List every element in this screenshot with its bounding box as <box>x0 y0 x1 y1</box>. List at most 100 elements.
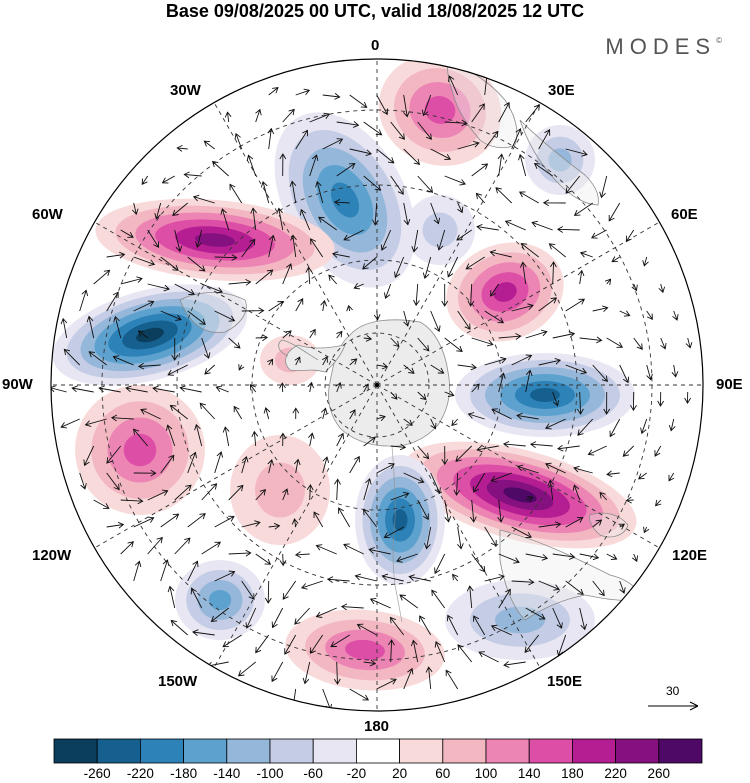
wind-arrow <box>457 644 473 663</box>
wind-arrow <box>498 553 520 564</box>
wind-arrow <box>214 310 236 322</box>
wind-arrow <box>498 588 511 609</box>
anomaly-contour-band <box>330 182 360 218</box>
wind-arrow <box>167 585 176 609</box>
wind-arrow <box>293 458 301 474</box>
copyright-mark: © <box>716 36 722 45</box>
wind-arrow <box>467 412 485 420</box>
colorbar-swatch <box>269 738 314 764</box>
wind-arrow <box>503 661 526 668</box>
wind-arrow <box>295 298 304 312</box>
wind-arrow <box>520 242 539 258</box>
wind-arrow <box>525 329 548 339</box>
wind-arrow <box>363 436 376 447</box>
wind-arrow <box>473 615 486 636</box>
wind-arrow <box>133 560 142 582</box>
wind-arrow <box>279 553 287 567</box>
wind-arrow <box>338 507 351 528</box>
wind-arrow <box>192 629 215 637</box>
colorbar-tick-label: -100 <box>256 766 284 781</box>
wind-arrow <box>106 521 125 529</box>
anomaly-contour-band <box>208 590 232 610</box>
wind-arrow <box>606 553 618 560</box>
wind-arrow <box>498 101 510 123</box>
colorbar-swatch <box>53 738 98 764</box>
wind-arrow <box>373 310 381 321</box>
wind-arrow <box>484 574 505 582</box>
lon-label-150e: 150E <box>547 673 583 690</box>
wind-arrow <box>672 310 679 321</box>
wind-arrow <box>203 140 215 150</box>
wind-arrow <box>390 443 407 451</box>
wind-arrow <box>305 266 313 285</box>
wind-arrow <box>183 171 202 179</box>
wind-arrow <box>106 291 119 312</box>
wind-arrow <box>268 522 281 530</box>
brand-text: MODES <box>605 34 717 59</box>
wind-arrow <box>489 249 512 258</box>
wind-arrow <box>467 283 475 307</box>
anomaly-contour-band <box>123 433 157 467</box>
wind-arrow <box>289 180 297 204</box>
map-border <box>50 58 704 712</box>
wind-arrow <box>452 573 459 582</box>
wind-arrow <box>84 418 107 427</box>
colorbar-swatch <box>572 738 617 764</box>
wind-arrow <box>110 414 134 422</box>
wind-arrow <box>222 634 242 648</box>
wind-arrow <box>267 127 275 150</box>
wind-arrow <box>591 229 607 239</box>
anomaly-contour-band <box>195 233 235 247</box>
wind-arrow <box>469 499 477 523</box>
lon-label-60e: 60E <box>671 206 698 223</box>
colorbar-tick-label: -60 <box>303 766 323 781</box>
wind-arrow <box>376 463 395 474</box>
wind-arrow <box>572 484 581 501</box>
colorbar-tick-label: -180 <box>170 766 198 781</box>
wind-arrow <box>538 297 558 312</box>
wind-arrow <box>525 104 541 123</box>
wind-arrow <box>592 519 603 528</box>
wind-arrow <box>362 256 377 270</box>
wind-arrow <box>214 451 224 474</box>
wind-arrow <box>215 385 229 393</box>
wind-arrow <box>484 130 499 150</box>
wind-arrow <box>187 451 197 474</box>
wind-arrow <box>484 356 507 366</box>
wind-arrow <box>343 543 364 555</box>
wind-arrow <box>577 418 594 436</box>
wind-arrow <box>284 634 297 655</box>
wind-arrow <box>228 549 252 557</box>
wind-arrow <box>106 445 122 464</box>
anomaly-contour-band <box>424 96 456 124</box>
wind-arrow <box>141 175 149 186</box>
wind-arrow <box>133 300 155 312</box>
wind-arrow <box>592 305 609 313</box>
wind-arrow <box>140 408 161 420</box>
wind-arrow <box>565 298 586 312</box>
colorbar-tick-label: 180 <box>561 766 584 781</box>
wind-arrow <box>222 426 230 447</box>
pacific-positive <box>285 609 445 691</box>
anomaly-contour-band <box>422 212 458 248</box>
south-pole-marker <box>375 383 379 387</box>
wind-arrow <box>268 301 284 312</box>
wind-arrow <box>565 516 584 528</box>
wind-arrow <box>131 202 139 216</box>
wind-arrow <box>147 489 169 501</box>
wind-arrow <box>525 495 534 503</box>
reference-vector <box>648 701 699 711</box>
wind-arrow <box>187 560 199 582</box>
wind-arrow <box>642 256 649 267</box>
wind-arrow <box>237 661 256 677</box>
wind-arrow <box>267 459 275 474</box>
wind-arrow <box>249 384 257 393</box>
wind-arrow <box>321 356 328 366</box>
wind-arrow <box>349 94 368 108</box>
wind-arrow <box>250 207 257 231</box>
wind-arrow <box>457 310 471 330</box>
colorbar-tick-label: 60 <box>435 766 451 781</box>
wind-arrow <box>491 408 512 420</box>
wind-arrow <box>133 256 156 267</box>
